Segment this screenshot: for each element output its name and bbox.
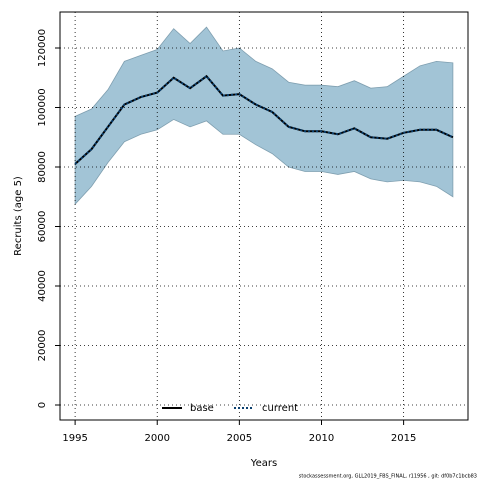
y-tick-label: 20000 [37,330,48,362]
legend-label: current [262,403,298,414]
x-tick-label: 2015 [391,433,416,444]
confidence-band [74,26,454,206]
footer: stockassessment.org, GLL2019_FBS_FINAL, … [299,474,477,480]
y-tick-label: 0 [37,402,48,408]
x-tick-label: 2010 [309,433,334,444]
y-axis-label: Recruits (age 5) [13,176,24,256]
plot-frame [59,11,469,421]
x-axis-label: Years [250,458,277,469]
y-tick-label: 60000 [37,211,48,243]
series-line [74,74,454,165]
y-tick-label: 100000 [37,88,48,126]
y-tick-label: 80000 [37,151,48,183]
legend-label: base [190,403,214,414]
x-tick-label: 1995 [62,433,87,444]
y-tick-label: 120000 [37,29,48,67]
y-tick-label: 40000 [37,270,48,302]
x-tick-label: 2000 [145,433,170,444]
x-tick-label: 2005 [227,433,252,444]
